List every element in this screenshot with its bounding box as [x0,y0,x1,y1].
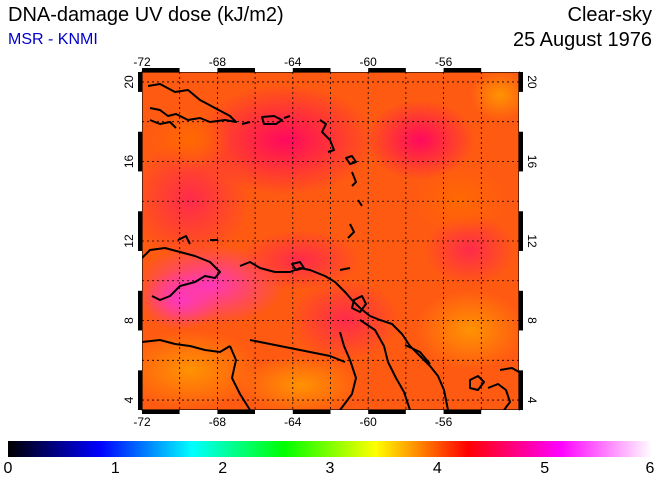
graticule [142,72,519,410]
border-segment [519,91,523,132]
latitude-tick-label: 16 [122,154,136,168]
border-segment [405,68,444,72]
border-segment [330,68,369,72]
latitude-labels-right: 4 8 12 16 20 [525,75,539,403]
color-scale-tick-label: 6 [645,460,655,477]
longitude-labels-top: -72 -68 -64 -60 -56 [133,55,452,69]
color-scale-tick-label: 4 [432,460,442,477]
border-segment [519,330,523,371]
border-segment [405,410,444,414]
longitude-tick-label: -72 [133,55,151,69]
border-segment [217,410,256,414]
border-segment [138,370,142,410]
border-segment [255,410,293,414]
longitude-tick-label: -64 [284,415,302,429]
longitude-tick-label: -56 [435,415,453,429]
border-segment [138,290,142,331]
longitude-tick-label: -64 [284,55,302,69]
border-segment [519,131,523,172]
longitude-tick-label: -68 [209,55,227,69]
latitude-tick-label: 12 [525,234,539,248]
color-scale-tick-label: 0 [3,460,13,477]
border-segment [368,68,406,72]
frame-border-ticks [138,68,523,414]
border-segment [481,68,519,72]
border-segment [138,72,142,92]
longitude-tick-label: -56 [435,55,453,69]
border-segment [519,211,523,251]
latitude-tick-label: 16 [525,155,539,169]
border-segment [292,410,331,414]
color-scale-tick-label: 2 [218,460,228,477]
latitude-tick-label: 20 [525,75,539,89]
border-segment [217,68,256,72]
border-segment [138,211,142,251]
border-segment [142,410,180,414]
uv-dose-map: -72 -68 -64 -60 -56 -72 -68 -64 -60 -56 4 8 12 16 20… [122,55,539,429]
color-scale-tick-label: 1 [110,460,120,477]
border-segment [443,68,482,72]
border-segment [519,171,523,212]
border-segment [292,68,331,72]
border-segment [481,410,519,414]
border-segment [179,68,218,72]
border-segment [255,68,293,72]
longitude-tick-label: -68 [209,415,227,429]
border-segment [138,330,142,371]
longitude-tick-label: -72 [133,415,151,429]
longitude-tick-label: -60 [360,55,378,69]
latitude-labels-left: 4 8 12 16 20 [122,75,136,403]
source-label: MSR - KNMI [8,31,98,48]
border-segment [179,410,218,414]
border-segment [368,410,406,414]
border-segment [519,290,523,331]
border-segment [443,410,482,414]
border-segment [330,410,369,414]
sky-condition-label: Clear-sky [567,4,652,26]
border-segment [519,370,523,410]
date-label: 25 August 1976 [512,29,652,51]
border-segment [138,131,142,172]
longitude-labels-bottom: -72 -68 -64 -60 -56 [133,415,452,429]
latitude-tick-label: 4 [525,397,539,404]
border-segment [519,250,523,291]
latitude-tick-label: 12 [122,234,136,248]
border-segment [138,250,142,291]
latitude-tick-label: 20 [122,75,136,89]
latitude-tick-label: 8 [525,317,539,324]
latitude-tick-label: 8 [122,317,136,324]
map-title: DNA-damage UV dose (kJ/m2) [8,4,284,26]
border-segment [138,171,142,212]
border-segment [519,72,523,92]
border-segment [142,68,180,72]
color-scale-bar [8,441,652,457]
longitude-tick-label: -60 [360,415,378,429]
coastlines [141,83,520,411]
border-segment [138,91,142,132]
latitude-tick-label: 4 [122,396,136,403]
color-scale-tick-label: 3 [325,460,335,477]
color-scale-tick-label: 5 [540,460,550,477]
